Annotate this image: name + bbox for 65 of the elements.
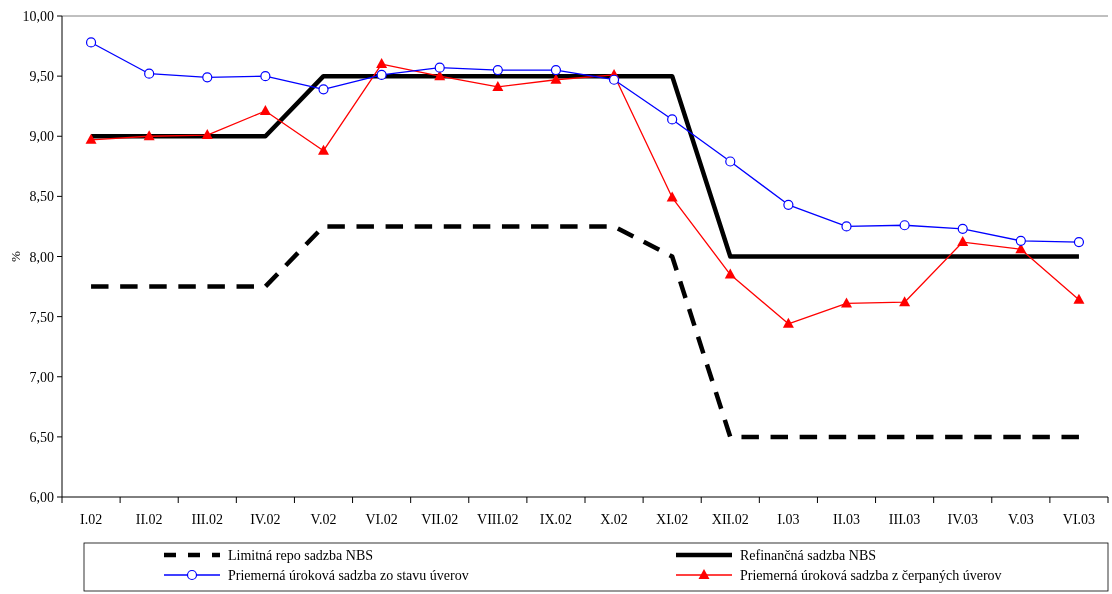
point xyxy=(144,68,155,79)
point xyxy=(841,221,852,232)
point xyxy=(201,129,213,140)
point xyxy=(725,156,736,167)
x-tick-label: V.02 xyxy=(310,512,337,527)
x-tick-label: V.03 xyxy=(1007,512,1034,527)
x-tick-label: IX.02 xyxy=(539,512,573,527)
x-tick-label: II.03 xyxy=(833,512,860,527)
point xyxy=(782,317,794,328)
point xyxy=(85,133,97,144)
legend-label: Priemerná úroková sadzba z čerpaných úverov xyxy=(740,567,1002,583)
point xyxy=(434,62,445,73)
x-tick-label: XII.02 xyxy=(711,512,749,527)
point xyxy=(841,297,852,308)
y-tick-label: 8,50 xyxy=(29,189,54,205)
x-tick-label: X.02 xyxy=(600,512,628,527)
point xyxy=(318,84,329,95)
point xyxy=(550,65,562,76)
y-tick-label: 6,00 xyxy=(29,490,54,505)
x-tick-label: III.02 xyxy=(191,512,224,527)
y-tick-label: 7,00 xyxy=(29,369,54,385)
x-tick-label: I.02 xyxy=(79,512,103,527)
point xyxy=(608,74,620,85)
point xyxy=(376,69,387,81)
point xyxy=(783,199,794,210)
point xyxy=(899,220,910,231)
legend-label: Limitná repo sadzba NBS xyxy=(228,547,374,563)
y-tick-label: 9,00 xyxy=(29,129,54,145)
point xyxy=(202,72,213,83)
point xyxy=(667,114,678,125)
point xyxy=(899,296,911,307)
point xyxy=(85,37,97,48)
point xyxy=(957,236,969,247)
x-tick-label: II.02 xyxy=(135,512,163,527)
x-tick-label: VII.02 xyxy=(421,512,459,527)
x-tick-label: VI.02 xyxy=(365,512,398,527)
x-tick-label: VIII.02 xyxy=(477,512,519,527)
line-series xyxy=(88,224,1082,440)
point xyxy=(1073,293,1085,304)
point xyxy=(376,58,388,69)
point xyxy=(492,80,504,91)
x-tick-label: III.03 xyxy=(888,512,921,527)
point xyxy=(957,223,968,234)
y-tick-label: 9,50 xyxy=(29,69,54,85)
point xyxy=(1015,235,1026,246)
legend-label: Priemerná úroková sadzba zo stavu úverov xyxy=(228,567,469,583)
x-tick-label: XI.02 xyxy=(656,512,689,527)
point xyxy=(260,71,271,82)
x-tick-label: IV.02 xyxy=(250,512,281,527)
point xyxy=(143,130,155,141)
point xyxy=(259,105,271,115)
legend-label: Refinančná sadzba NBS xyxy=(740,547,877,563)
y-axis-title: % xyxy=(8,250,23,262)
point xyxy=(318,144,329,155)
point xyxy=(1073,236,1085,248)
x-tick-label: I.03 xyxy=(777,512,800,527)
point xyxy=(724,268,736,279)
y-tick-label: 8,00 xyxy=(29,249,54,265)
y-tick-label: 7,50 xyxy=(29,309,54,325)
x-tick-label: IV.03 xyxy=(947,512,978,527)
point xyxy=(666,191,678,202)
x-tick-label: VI.03 xyxy=(1062,512,1096,527)
y-tick-label: 10,00 xyxy=(22,9,54,24)
y-tick-label: 6,50 xyxy=(29,429,54,445)
point xyxy=(492,65,503,76)
